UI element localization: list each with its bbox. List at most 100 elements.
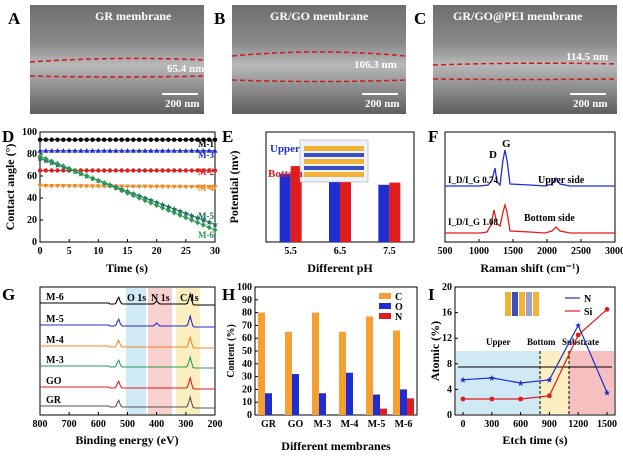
data-point	[183, 184, 189, 190]
data-point	[136, 184, 142, 190]
y-tick-label: 80	[27, 149, 37, 160]
data-point	[61, 137, 66, 142]
panel-b: B GR/GO membrane 106.3 nm 200 nm	[214, 5, 407, 114]
data-point	[200, 222, 206, 228]
bar-c	[366, 316, 373, 415]
panel-letter: C	[414, 9, 426, 28]
x-tick-label: 25	[181, 246, 191, 257]
data-point	[195, 168, 200, 173]
data-point	[171, 137, 177, 142]
data-point	[160, 137, 165, 142]
data-point	[119, 168, 124, 173]
upper-boundary	[231, 51, 407, 57]
data-point	[148, 148, 154, 153]
series-label: M-2	[198, 167, 214, 177]
data-point	[194, 214, 201, 221]
data-point	[160, 204, 165, 211]
sem-image	[433, 5, 617, 114]
y-tick-label: 8	[447, 359, 452, 370]
x-tick-label: 6.5	[334, 246, 347, 257]
bar-c	[312, 312, 319, 415]
data-point	[194, 148, 201, 153]
data-point	[142, 137, 148, 142]
series-label: M-1	[198, 139, 214, 149]
panel-letter: B	[214, 9, 225, 28]
series-label: M-5	[198, 211, 214, 221]
x-tick-label: 2000	[537, 246, 557, 257]
y-tick-label: 10	[242, 397, 252, 408]
spectrum-gr	[40, 394, 215, 409]
scale-label: 200 nm	[165, 98, 200, 110]
data-point	[212, 227, 218, 233]
data-point	[154, 148, 160, 153]
bar-o	[319, 393, 326, 415]
series-label: M-3	[198, 150, 214, 160]
data-point	[195, 137, 200, 142]
x-tick-label: GR	[261, 419, 277, 430]
data-point	[96, 168, 101, 173]
data-point	[166, 137, 171, 142]
x-tick-label: 500	[120, 419, 135, 430]
data-point	[142, 197, 148, 204]
data-point	[90, 137, 95, 142]
data-point	[95, 177, 101, 184]
data-point	[200, 148, 206, 153]
data-point	[159, 148, 166, 153]
x-tick-label: 600	[513, 419, 528, 430]
x-tick-label: 3000	[605, 246, 623, 257]
series-label: M-5	[46, 314, 64, 325]
data-point	[575, 332, 581, 338]
data-point	[177, 168, 183, 173]
legend: C O N	[379, 292, 403, 323]
y-tick-label: 40	[242, 359, 252, 370]
data-point	[154, 137, 159, 142]
data-point	[66, 184, 72, 189]
y-tick-label: 16	[442, 308, 452, 319]
data-point	[43, 183, 49, 189]
data-point	[89, 184, 96, 189]
legend-upper: Upper	[270, 143, 300, 155]
x-tick-label: 1500	[503, 246, 523, 257]
sem-image	[232, 5, 406, 114]
y-tick-label: 80	[242, 308, 252, 319]
x-tick-label: 20	[152, 246, 162, 257]
o1s-label: O 1s	[127, 293, 146, 304]
data-point	[166, 168, 171, 173]
data-point	[107, 137, 113, 142]
y-axis-label: Content (%)	[226, 324, 237, 378]
data-point	[160, 168, 165, 173]
legend-si: Si	[584, 307, 593, 318]
data-point	[37, 137, 43, 142]
data-point	[124, 148, 131, 153]
data-point	[125, 137, 130, 142]
bottom-region	[540, 351, 569, 414]
x-tick-label: 5.5	[284, 246, 297, 257]
data-point	[136, 137, 142, 142]
data-point	[78, 170, 84, 177]
membrane-schematic	[299, 139, 369, 183]
bottom-side-spectrum	[445, 202, 615, 234]
data-point	[124, 184, 131, 190]
data-point	[136, 195, 142, 201]
data-point	[517, 380, 524, 386]
data-point	[189, 148, 195, 153]
lower-boundary	[231, 79, 407, 83]
data-point	[212, 137, 218, 142]
data-point	[113, 185, 119, 191]
x-tick-label: 800	[33, 419, 48, 430]
panel-title: GR/GO@PEI membrane	[453, 9, 583, 23]
data-point	[78, 168, 84, 173]
data-point	[84, 184, 90, 189]
data-point	[72, 168, 78, 174]
x-axis-label: Time (s)	[106, 261, 148, 275]
chart-e: E 5.5 6.5 7.5 Upper Bottom Different pH Po…	[222, 127, 415, 275]
data-point	[177, 212, 183, 218]
bar-bottom	[290, 166, 302, 242]
data-point	[206, 184, 212, 190]
data-point	[101, 184, 107, 189]
data-point	[212, 185, 218, 190]
chart-f: F D G I_D/I_G 0.74 Upper side I_D/I_G 1.…	[428, 127, 623, 275]
series-label: M-6	[198, 230, 214, 240]
data-point	[43, 155, 49, 162]
data-point	[66, 148, 72, 153]
